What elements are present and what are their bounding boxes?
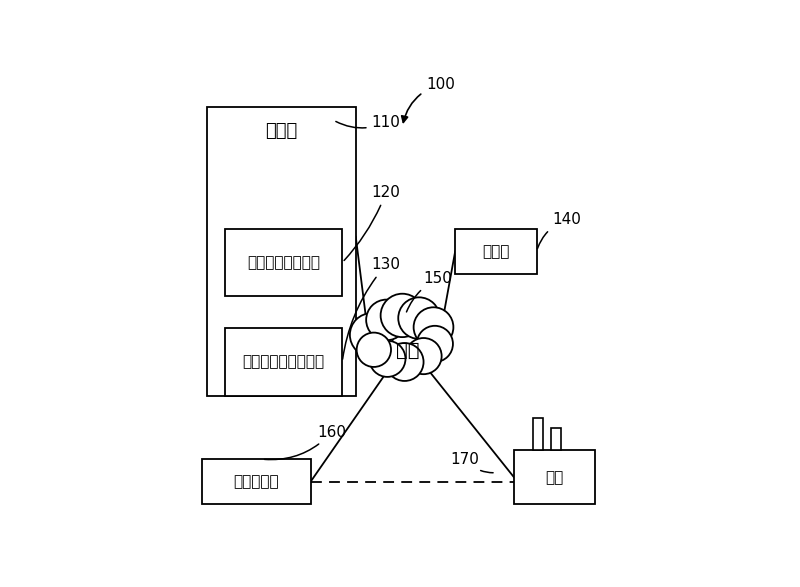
Bar: [225, 228, 342, 296]
Circle shape: [414, 307, 454, 347]
Text: 130: 130: [342, 257, 401, 359]
Bar: [225, 328, 342, 396]
Circle shape: [357, 333, 391, 367]
Bar: [202, 459, 310, 504]
Circle shape: [350, 313, 394, 356]
Text: 计算机: 计算机: [265, 123, 298, 140]
Bar: [514, 450, 595, 504]
Text: 工作站: 工作站: [482, 244, 510, 259]
Text: 网络: 网络: [396, 341, 419, 360]
Text: 150: 150: [406, 271, 453, 312]
Text: 140: 140: [538, 212, 582, 249]
Circle shape: [417, 326, 453, 362]
Circle shape: [398, 298, 440, 339]
Text: 热力学过程仿真器: 热力学过程仿真器: [247, 255, 320, 270]
Bar: [534, 419, 543, 450]
Bar: [206, 107, 356, 396]
Text: 工厂: 工厂: [546, 470, 564, 485]
Bar: [455, 228, 537, 274]
Text: 120: 120: [344, 185, 401, 261]
Text: 过程控制器: 过程控制器: [234, 474, 279, 489]
Bar: [551, 427, 562, 450]
Text: 160: 160: [265, 424, 346, 460]
Circle shape: [406, 338, 442, 374]
Circle shape: [381, 294, 424, 337]
Text: 热力学状态方程应用: 热力学状态方程应用: [242, 355, 325, 369]
Circle shape: [366, 299, 407, 340]
Text: 100: 100: [402, 76, 454, 123]
Text: 110: 110: [336, 115, 401, 130]
Circle shape: [370, 340, 406, 377]
Text: 170: 170: [450, 451, 493, 473]
Circle shape: [386, 343, 423, 381]
